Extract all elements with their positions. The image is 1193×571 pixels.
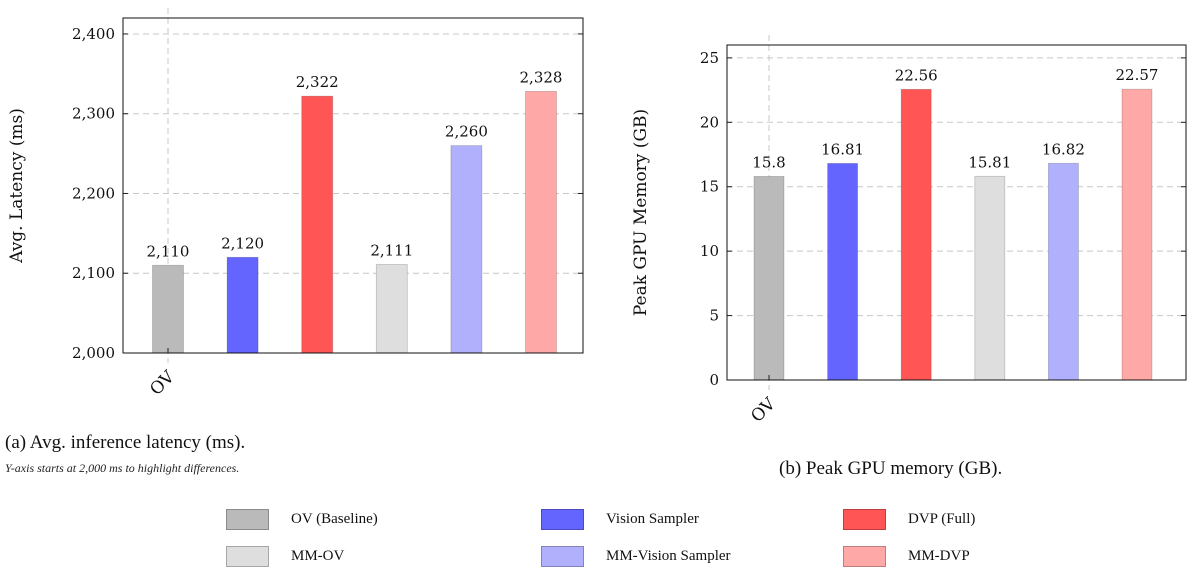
legend-label: MM-DVP bbox=[908, 548, 970, 564]
data-label: 22.56 bbox=[895, 66, 938, 84]
data-label: 22.57 bbox=[1116, 66, 1159, 84]
data-label: 2,322 bbox=[296, 73, 339, 91]
legend-label: MM-Vision Sampler bbox=[606, 548, 731, 564]
y-tick-label: 15 bbox=[700, 178, 719, 196]
y-tick-label: 20 bbox=[700, 113, 719, 131]
y-tick-label: 0 bbox=[709, 371, 719, 389]
legend-item-dvp-full: DVP (Full) bbox=[843, 509, 975, 530]
bar-dvp-full bbox=[301, 95, 334, 354]
y-tick-label: 2,400 bbox=[72, 25, 115, 43]
data-label: 16.82 bbox=[1042, 140, 1085, 158]
legend-label: OV (Baseline) bbox=[291, 511, 378, 527]
data-label: 2,260 bbox=[445, 123, 488, 141]
legend-swatch bbox=[226, 509, 269, 530]
bar-vision-sampler bbox=[226, 256, 259, 354]
y-tick-label: 25 bbox=[700, 49, 719, 67]
y-tick-label: 2,100 bbox=[72, 264, 115, 282]
bar-mm-dvp bbox=[525, 90, 557, 354]
data-label: 15.81 bbox=[968, 153, 1011, 171]
y-tick-label: 2,000 bbox=[72, 344, 115, 362]
plot-frame bbox=[122, 17, 584, 354]
bar-dvp-full bbox=[900, 88, 932, 381]
y-tick-label: 2,300 bbox=[72, 105, 115, 123]
memory-chart: 0 5 10 15 20 25 15.8 16.81 22.56 15.81 16.82 22.57 O… bbox=[631, 35, 1187, 427]
legend-label: MM-OV bbox=[291, 548, 345, 564]
bar-mm-vision-sampler bbox=[450, 145, 483, 354]
legend-swatch bbox=[843, 546, 886, 567]
data-label: 15.8 bbox=[752, 153, 785, 171]
legend-item-mm-ov: MM-OV bbox=[226, 546, 344, 567]
legend-item-mm-dvp: MM-DVP bbox=[843, 546, 970, 567]
caption-a-note: Y-axis starts at 2,000 ms to highlight d… bbox=[5, 461, 240, 475]
legend-swatch bbox=[226, 546, 269, 567]
bar-vision-sampler bbox=[827, 163, 858, 381]
y-axis-label: Avg. Latency (ms) bbox=[7, 108, 27, 264]
data-label: 2,328 bbox=[520, 68, 563, 86]
caption-b: (b) Peak GPU memory (GB). bbox=[779, 458, 1003, 479]
data-label: 2,111 bbox=[370, 241, 413, 259]
y-tick-label: 10 bbox=[700, 242, 719, 260]
legend-item-mm-vision-sampler: MM-Vision Sampler bbox=[541, 546, 731, 567]
caption-a: (a) Avg. inference latency (ms). bbox=[5, 432, 246, 453]
bar-mm-ov bbox=[375, 264, 408, 354]
x-tick-label: OV bbox=[146, 367, 179, 400]
latency-chart: 2,000 2,100 2,200 2,300 2,400 2,110 2,120 2,322… bbox=[7, 8, 584, 400]
legend-swatch bbox=[843, 509, 886, 530]
bar-ov-baseline bbox=[753, 176, 785, 381]
y-axis-label: Peak GPU Memory (GB) bbox=[631, 109, 651, 316]
data-label: 2,120 bbox=[221, 234, 264, 252]
data-label: 2,110 bbox=[147, 242, 190, 260]
y-tick-label: 2,200 bbox=[72, 184, 115, 202]
legend-label: DVP (Full) bbox=[908, 511, 976, 527]
y-tick-label: 5 bbox=[709, 307, 719, 325]
plot-frame bbox=[726, 44, 1187, 381]
legend-swatch bbox=[541, 546, 584, 567]
legend-item-ov-baseline: OV (Baseline) bbox=[226, 509, 378, 530]
legend-swatch bbox=[541, 509, 584, 530]
data-label: 16.81 bbox=[821, 140, 864, 158]
bar-mm-ov bbox=[974, 175, 1006, 381]
bar-ov-baseline bbox=[152, 264, 184, 354]
legend-label: Vision Sampler bbox=[606, 511, 699, 527]
x-tick-label: OV bbox=[747, 394, 780, 427]
bar-mm-vision-sampler bbox=[1048, 162, 1079, 381]
legend-item-vision-sampler: Vision Sampler bbox=[541, 509, 699, 530]
bar-mm-dvp bbox=[1121, 88, 1153, 381]
